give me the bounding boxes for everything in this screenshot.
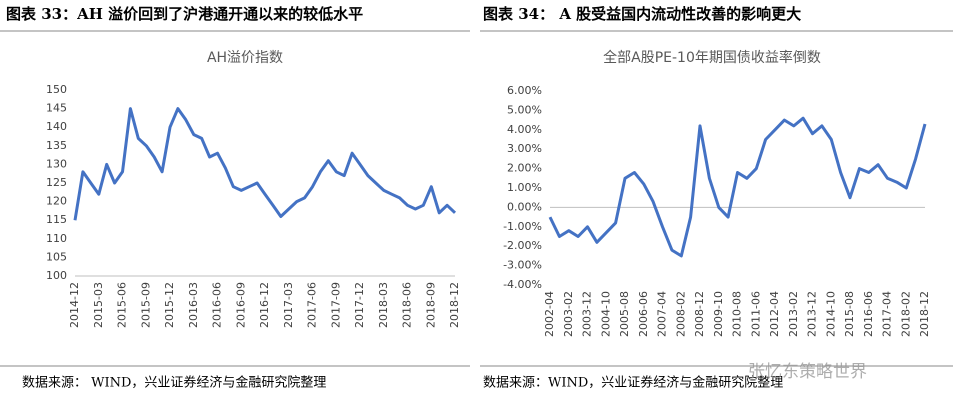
x-tick-label: 2005-08 bbox=[618, 291, 631, 337]
x-tick-label: 2012-04 bbox=[768, 291, 781, 337]
x-tick-label: 2008-12 bbox=[693, 291, 706, 337]
x-tick-label: 2015-03 bbox=[92, 282, 105, 328]
caption: 图表 34： A 股受益国内流动性改善的影响更大 bbox=[483, 5, 801, 23]
x-tick-label: 2003-02 bbox=[562, 291, 575, 337]
x-tick-label: 2002-04 bbox=[543, 291, 556, 337]
x-tick-label: 2015-12 bbox=[163, 282, 176, 328]
x-tick-label: 2009-10 bbox=[712, 291, 725, 337]
y-tick-label: 130 bbox=[46, 157, 67, 170]
y-tick-label: 2.00% bbox=[507, 162, 542, 175]
x-tick-label: 2006-06 bbox=[637, 291, 650, 337]
caption: 图表 33：AH 溢价回到了沪港通开通以来的较低水平 bbox=[6, 5, 363, 23]
source: 数据来源： WIND，兴业证券经济与金融研究院整理 bbox=[22, 375, 326, 391]
y-tick-label: 4.00% bbox=[507, 123, 542, 136]
x-tick-label: 2015-09 bbox=[139, 282, 152, 328]
y-tick-label: -4.00% bbox=[503, 278, 542, 291]
x-tick-label: 2014-10 bbox=[824, 291, 837, 337]
y-tick-label: -2.00% bbox=[503, 239, 542, 252]
watermark: 张忆东策略世界 bbox=[748, 362, 867, 382]
y-tick-label: 135 bbox=[46, 139, 67, 152]
x-tick-label: 2013-12 bbox=[806, 291, 819, 337]
x-tick-label: 2011-06 bbox=[749, 291, 762, 337]
y-tick-label: 150 bbox=[46, 83, 67, 96]
x-tick-label: 2016-06 bbox=[211, 282, 224, 328]
source: 数据来源：WIND，兴业证券经济与金融研究院整理 bbox=[483, 375, 783, 391]
y-tick-label: 115 bbox=[46, 213, 67, 226]
x-tick-label: 2018-06 bbox=[401, 282, 414, 328]
x-tick-label: 2016-06 bbox=[862, 291, 875, 337]
y-tick-label: 0.00% bbox=[507, 200, 542, 213]
chart-title: 全部A股PE-10年期国债收益率倒数 bbox=[603, 49, 821, 66]
x-tick-label: 2016-09 bbox=[234, 282, 247, 328]
x-tick-label: 2017-03 bbox=[282, 282, 295, 328]
y-tick-label: 125 bbox=[46, 176, 67, 189]
y-tick-label: -1.00% bbox=[503, 220, 542, 233]
x-tick-label: 2015-06 bbox=[116, 282, 129, 328]
x-tick-label: 2017-09 bbox=[329, 282, 342, 328]
x-tick-label: 2017-04 bbox=[881, 291, 894, 337]
x-tick-label: 2018-12 bbox=[448, 282, 461, 328]
y-tick-label: 110 bbox=[46, 232, 67, 245]
x-tick-label: 2016-12 bbox=[258, 282, 271, 328]
x-tick-label: 2007-04 bbox=[656, 291, 669, 337]
x-tick-label: 2018-12 bbox=[918, 291, 931, 337]
x-tick-label: 2018-09 bbox=[424, 282, 437, 328]
x-tick-label: 2016-03 bbox=[187, 282, 200, 328]
y-tick-label: 6.00% bbox=[507, 84, 542, 97]
line bbox=[548, 116, 927, 258]
y-tick-label: -3.00% bbox=[503, 259, 542, 272]
chart-title: AH溢价指数 bbox=[207, 50, 283, 66]
x-tick-label: 2004-10 bbox=[599, 291, 612, 337]
line bbox=[73, 107, 457, 221]
y-tick-label: 3.00% bbox=[507, 142, 542, 155]
y-tick-label: 1.00% bbox=[507, 181, 542, 194]
y-tick-label: 5.00% bbox=[507, 103, 542, 116]
y-tick-label: 145 bbox=[46, 102, 67, 115]
y-tick-label: 120 bbox=[46, 195, 67, 208]
y-tick-label: 105 bbox=[46, 250, 67, 263]
x-tick-label: 2010-08 bbox=[731, 291, 744, 337]
x-tick-label: 2008-02 bbox=[674, 291, 687, 337]
x-tick-label: 2018-03 bbox=[377, 282, 390, 328]
x-tick-label: 2017-12 bbox=[353, 282, 366, 328]
x-tick-label: 2015-08 bbox=[843, 291, 856, 337]
y-tick-label: 140 bbox=[46, 120, 67, 133]
x-tick-label: 2017-06 bbox=[306, 282, 319, 328]
x-tick-label: 2018-02 bbox=[899, 291, 912, 337]
x-tick-label: 2014-12 bbox=[68, 282, 81, 328]
x-tick-label: 2013-02 bbox=[787, 291, 800, 337]
y-tick-label: 100 bbox=[46, 269, 67, 282]
x-tick-label: 2003-12 bbox=[581, 291, 594, 337]
